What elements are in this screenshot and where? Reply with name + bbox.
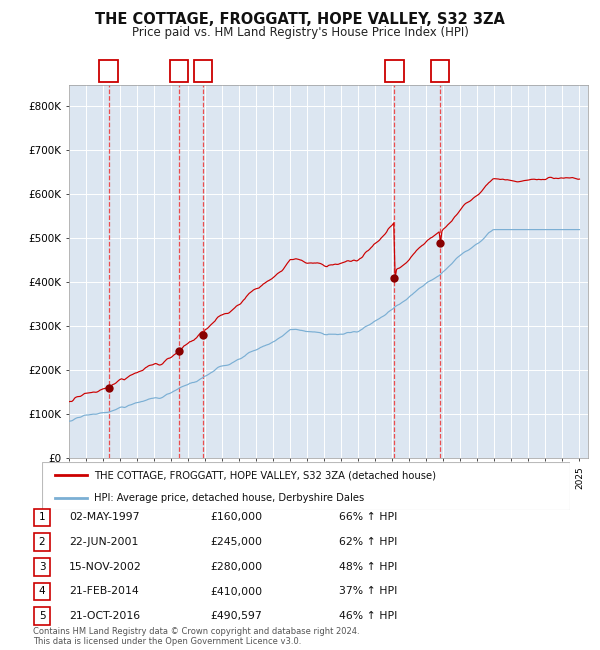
FancyBboxPatch shape [100, 60, 118, 82]
Text: 5: 5 [38, 611, 46, 621]
Text: 2: 2 [38, 537, 46, 547]
Text: 37% ↑ HPI: 37% ↑ HPI [339, 586, 397, 597]
FancyBboxPatch shape [34, 508, 50, 526]
Text: 22-JUN-2001: 22-JUN-2001 [69, 537, 139, 547]
Text: 3: 3 [38, 562, 46, 572]
Text: 2: 2 [176, 66, 182, 76]
FancyBboxPatch shape [42, 462, 570, 510]
Text: This data is licensed under the Open Government Licence v3.0.: This data is licensed under the Open Gov… [33, 637, 301, 646]
Text: THE COTTAGE, FROGGATT, HOPE VALLEY, S32 3ZA (detached house): THE COTTAGE, FROGGATT, HOPE VALLEY, S32 … [94, 470, 436, 480]
Text: Contains HM Land Registry data © Crown copyright and database right 2024.: Contains HM Land Registry data © Crown c… [33, 627, 359, 636]
Text: £490,597: £490,597 [210, 611, 262, 621]
Text: 02-MAY-1997: 02-MAY-1997 [69, 512, 139, 523]
FancyBboxPatch shape [34, 533, 50, 551]
Text: 66% ↑ HPI: 66% ↑ HPI [339, 512, 397, 523]
Text: £280,000: £280,000 [210, 562, 262, 572]
Text: £245,000: £245,000 [210, 537, 262, 547]
Text: 3: 3 [199, 66, 206, 76]
Text: 21-FEB-2014: 21-FEB-2014 [69, 586, 139, 597]
Text: THE COTTAGE, FROGGATT, HOPE VALLEY, S32 3ZA: THE COTTAGE, FROGGATT, HOPE VALLEY, S32 … [95, 12, 505, 27]
FancyBboxPatch shape [431, 60, 449, 82]
FancyBboxPatch shape [385, 60, 404, 82]
Text: 4: 4 [38, 586, 46, 597]
Text: 1: 1 [105, 66, 112, 76]
FancyBboxPatch shape [34, 582, 50, 601]
FancyBboxPatch shape [170, 60, 188, 82]
Text: £410,000: £410,000 [210, 586, 262, 597]
FancyBboxPatch shape [34, 607, 50, 625]
Text: HPI: Average price, detached house, Derbyshire Dales: HPI: Average price, detached house, Derb… [94, 493, 364, 503]
Text: 46% ↑ HPI: 46% ↑ HPI [339, 611, 397, 621]
FancyBboxPatch shape [34, 558, 50, 576]
Text: 62% ↑ HPI: 62% ↑ HPI [339, 537, 397, 547]
Text: 5: 5 [436, 66, 443, 76]
Text: 21-OCT-2016: 21-OCT-2016 [69, 611, 140, 621]
Text: 48% ↑ HPI: 48% ↑ HPI [339, 562, 397, 572]
Text: 15-NOV-2002: 15-NOV-2002 [69, 562, 142, 572]
FancyBboxPatch shape [194, 60, 212, 82]
Text: Price paid vs. HM Land Registry's House Price Index (HPI): Price paid vs. HM Land Registry's House … [131, 26, 469, 39]
Text: £160,000: £160,000 [210, 512, 262, 523]
Text: 1: 1 [38, 512, 46, 523]
Text: 4: 4 [391, 66, 398, 76]
